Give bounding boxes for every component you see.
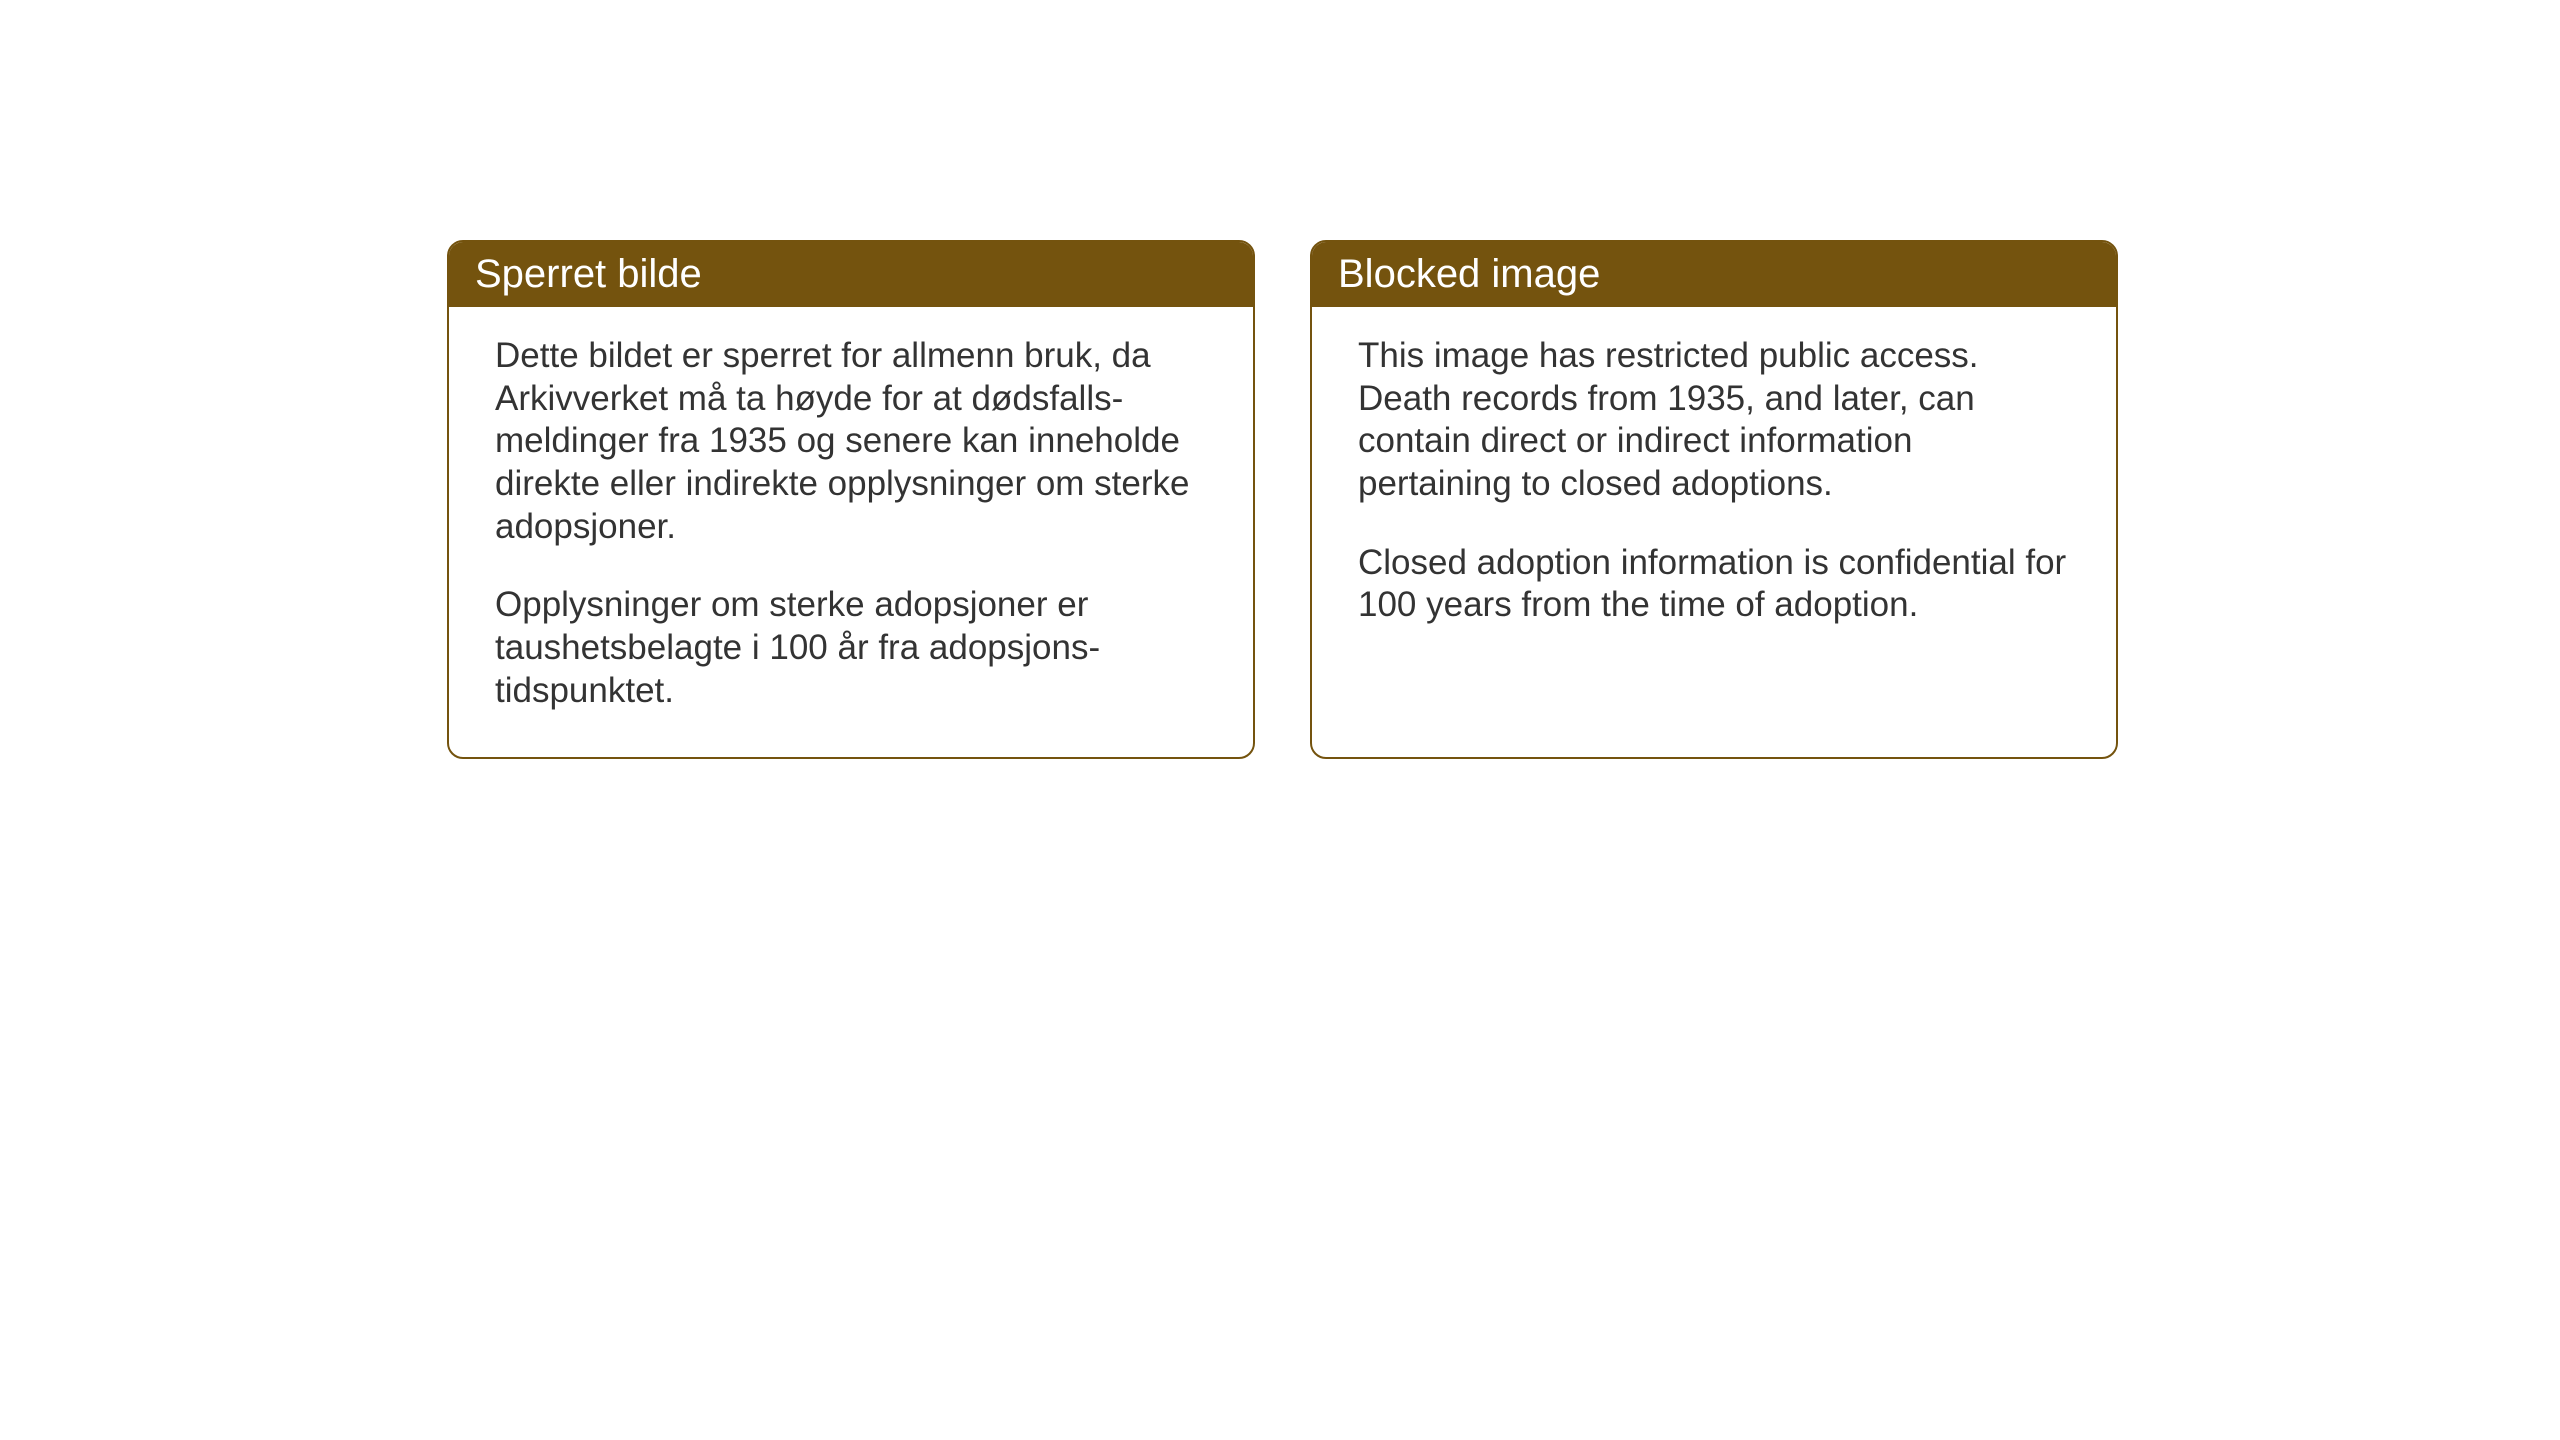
english-card-body: This image has restricted public access.… <box>1312 307 2116 671</box>
english-notice-card: Blocked image This image has restricted … <box>1310 240 2118 759</box>
english-paragraph-2: Closed adoption information is confident… <box>1358 542 2070 627</box>
norwegian-notice-card: Sperret bilde Dette bildet er sperret fo… <box>447 240 1255 759</box>
norwegian-paragraph-1: Dette bildet er sperret for allmenn bruk… <box>495 335 1207 548</box>
english-paragraph-1: This image has restricted public access.… <box>1358 335 2070 506</box>
norwegian-card-header: Sperret bilde <box>449 242 1253 307</box>
norwegian-paragraph-2: Opplysninger om sterke adopsjoner er tau… <box>495 584 1207 712</box>
notice-cards-container: Sperret bilde Dette bildet er sperret fo… <box>447 240 2118 759</box>
english-card-header: Blocked image <box>1312 242 2116 307</box>
norwegian-card-title: Sperret bilde <box>475 252 702 296</box>
norwegian-card-body: Dette bildet er sperret for allmenn bruk… <box>449 307 1253 757</box>
english-card-title: Blocked image <box>1338 252 1600 296</box>
